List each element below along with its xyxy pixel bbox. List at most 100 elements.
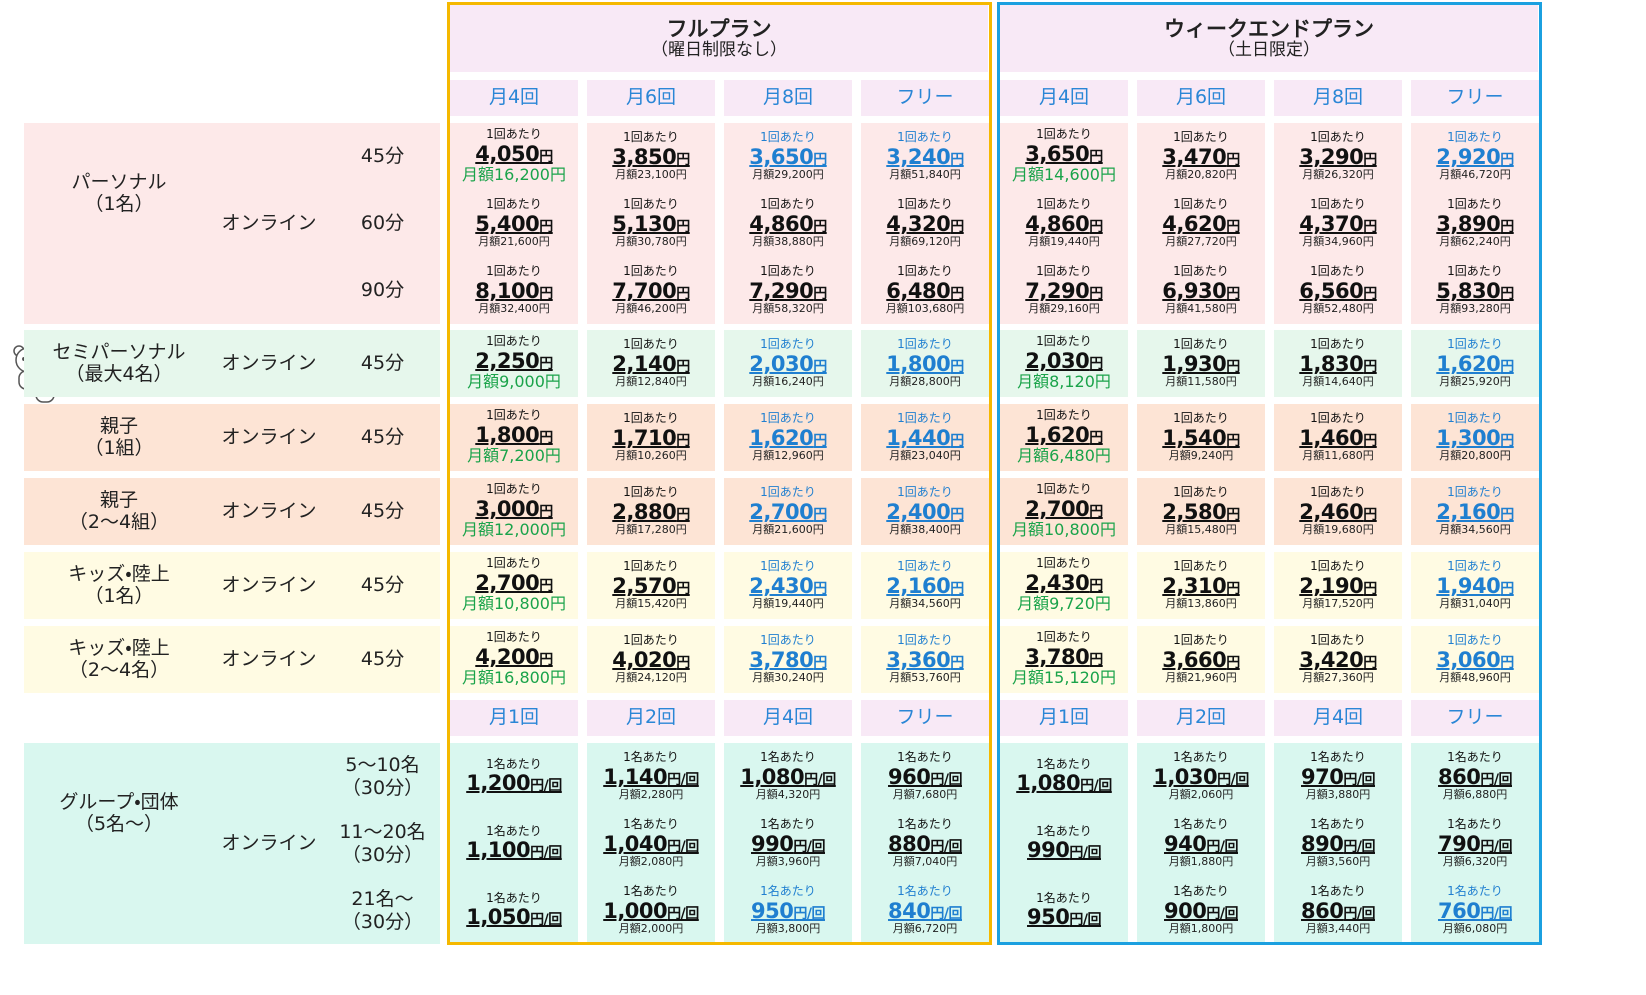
monthly-price: 月額16,200円 <box>462 165 566 185</box>
monthly-price: 月額28,800円 <box>889 375 961 389</box>
price-cell: 1回あたり 3,360円 月額53,760円 <box>861 626 989 693</box>
duration-text: 11～20名 <box>339 820 426 843</box>
per-unit-label: 1回あたり <box>760 633 816 648</box>
price: 900円/回 <box>1164 899 1238 923</box>
duration-text: 45分 <box>360 426 405 449</box>
price-cell: 1回あたり 2,400円 月額38,400円 <box>861 478 989 545</box>
price: 5,400円 <box>475 212 553 236</box>
column-header: フリー <box>861 80 989 116</box>
section-label: 親子 （1組） <box>24 404 214 471</box>
price-cell: 1回あたり 6,560円 月額52,480円 <box>1274 257 1402 324</box>
duration-text: 21名～ <box>351 887 414 910</box>
per-unit-label: 1回あたり <box>623 411 679 426</box>
monthly-price: 月額29,200円 <box>752 168 824 182</box>
price: 960円/回 <box>888 765 962 789</box>
monthly-price: 月額15,120円 <box>1012 668 1116 688</box>
price: 3,850円 <box>612 145 690 169</box>
monthly-price: 月額38,400円 <box>889 523 961 537</box>
price: 1,440円 <box>886 426 964 450</box>
price: 2,460円 <box>1299 500 1377 524</box>
plan-subtitle: （曜日制限なし） <box>651 39 787 60</box>
monthly-price: 月額7,040円 <box>892 855 958 869</box>
duration: 45分 <box>325 330 440 397</box>
per-unit-label: 1回あたり <box>486 408 542 423</box>
price: 3,780円 <box>749 648 827 672</box>
monthly-price: 月額3,560円 <box>1305 855 1371 869</box>
column-header: 月1回 <box>1000 700 1128 736</box>
section-name: 親子 <box>99 414 138 437</box>
price-cell: 1回あたり 4,020円 月額24,120円 <box>587 626 715 693</box>
price-cell: 1名あたり 1,000円/回 月額2,000円 <box>587 877 715 944</box>
monthly-price: 月額46,720円 <box>1439 168 1511 182</box>
price-cell: 1名あたり 990円/回 月額3,960円 <box>724 810 852 877</box>
price-cell: 1回あたり 1,620円 月額12,960円 <box>724 404 852 471</box>
monthly-price: 月額14,640円 <box>1302 375 1374 389</box>
price-cell: 1回あたり 1,800円 月額7,200円 <box>450 404 578 471</box>
monthly-price: 月額16,800円 <box>462 668 566 688</box>
price-cell: 1回あたり 2,920円 月額46,720円 <box>1411 123 1539 190</box>
price: 2,920円 <box>1436 145 1514 169</box>
price-cell: 1名あたり 790円/回 月額6,320円 <box>1411 810 1539 877</box>
price: 860円/回 <box>1301 899 1375 923</box>
per-unit-label: 1回あたり <box>760 485 816 500</box>
price: 7,700円 <box>612 279 690 303</box>
per-unit-label: 1回あたり <box>1310 264 1366 279</box>
monthly-price: 月額12,000円 <box>462 520 566 540</box>
price-cell: 1回あたり 4,860円 月額19,440円 <box>1000 190 1128 257</box>
price-cell: 1回あたり 5,830円 月額93,280円 <box>1411 257 1539 324</box>
price-cell: 1回あたり 2,700円 月額21,600円 <box>724 478 852 545</box>
price-cell: 1回あたり 2,460円 月額19,680円 <box>1274 478 1402 545</box>
price-cell: 1回あたり 4,860円 月額38,880円 <box>724 190 852 257</box>
duration-text: 45分 <box>360 352 405 375</box>
price-cell: 1回あたり 4,320円 月額69,120円 <box>861 190 989 257</box>
per-unit-label: 1回あたり <box>897 559 953 574</box>
mode: オンライン <box>221 647 317 670</box>
section-sublabel: （1名） <box>84 584 154 607</box>
monthly-price: 月額52,480円 <box>1302 302 1374 316</box>
price-cell: 1回あたり 1,620円 月額6,480円 <box>1000 404 1128 471</box>
monthly-price: 月額3,440円 <box>1305 922 1371 936</box>
price-cell: 1回あたり 3,890円 月額62,240円 <box>1411 190 1539 257</box>
price: 1,300円 <box>1436 426 1514 450</box>
section-sublabel: （最大4名） <box>65 362 173 385</box>
price: 2,190円 <box>1299 574 1377 598</box>
price-cell: 1回あたり 1,710円 月額10,260円 <box>587 404 715 471</box>
price: 3,360円 <box>886 648 964 672</box>
monthly-price: 月額19,440円 <box>752 597 824 611</box>
plan-header: ウィークエンドプラン （土日限定） <box>1000 5 1538 72</box>
plan-title: ウィークエンドプラン <box>1164 16 1374 41</box>
monthly-price: 月額8,120円 <box>1017 372 1111 392</box>
column-header: フリー <box>861 700 989 736</box>
per-unit-label: 1回あたり <box>1036 264 1092 279</box>
column-header: 月4回 <box>1000 80 1128 116</box>
price-cell: 1名あたり 1,080円/回 <box>1000 743 1128 810</box>
price: 1,030円/回 <box>1153 765 1249 789</box>
price: 1,620円 <box>1436 352 1514 376</box>
per-unit-label: 1回あたり <box>760 197 816 212</box>
price-cell: 1回あたり 2,880円 月額17,280円 <box>587 478 715 545</box>
monthly-price: 月額4,320円 <box>755 788 821 802</box>
per-unit-label: 1回あたり <box>897 633 953 648</box>
price: 760円/回 <box>1438 899 1512 923</box>
price-cell: 1回あたり 1,800円 月額28,800円 <box>861 330 989 397</box>
price: 950円/回 <box>1027 905 1101 930</box>
monthly-price: 月額6,720円 <box>892 922 958 936</box>
price-cell: 1回あたり 2,030円 月額16,240円 <box>724 330 852 397</box>
per-unit-label: 1名あたり <box>1173 884 1229 899</box>
duration: 60分 <box>325 190 440 257</box>
price-cell: 1回あたり 3,420円 月額27,360円 <box>1274 626 1402 693</box>
monthly-price: 月額13,860円 <box>1165 597 1237 611</box>
price: 1,000円/回 <box>603 899 699 923</box>
section-label-bg <box>24 123 440 324</box>
monthly-price: 月額29,160円 <box>1028 302 1100 316</box>
price-cell: 1回あたり 3,240円 月額51,840円 <box>861 123 989 190</box>
price: 1,140円/回 <box>603 765 699 789</box>
duration: 21名～ （30分） <box>325 877 440 944</box>
price: 940円/回 <box>1164 832 1238 856</box>
per-unit-label: 1名あたり <box>1036 823 1092 838</box>
per-unit-label: 1回あたり <box>1447 485 1503 500</box>
price: 950円/回 <box>751 899 825 923</box>
section-name: パーソナル <box>71 170 167 193</box>
per-unit-label: 1回あたり <box>1173 411 1229 426</box>
duration: 45分 <box>325 478 440 545</box>
